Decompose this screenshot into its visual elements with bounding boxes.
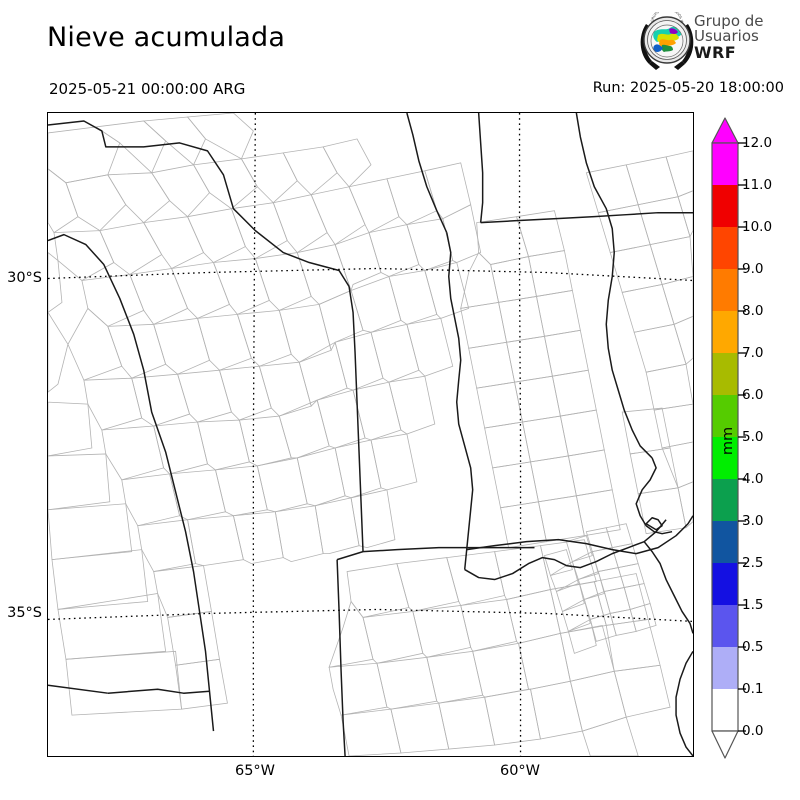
colorbar-under-arrow: [711, 730, 739, 759]
logo-line-3: WRF: [694, 43, 737, 62]
logo-line-2: Usuarios: [694, 27, 759, 45]
colorbar-tick-label: 6.0: [742, 387, 764, 403]
colorbar-tick-label: 10.0: [742, 219, 773, 235]
colorbar-unit-text: mm: [720, 426, 736, 456]
wrf-user-group-logo: GRUPO DE USUARIOS WRF Grupo de Usuarios …: [636, 12, 796, 74]
colorbar-tick-label: 0.1: [742, 681, 764, 697]
map-plot-area[interactable]: [47, 112, 694, 757]
colorbar-tick-label: 4.0: [742, 471, 764, 487]
colorbar-tick-label: 5.0: [742, 429, 764, 445]
lat-tick-label-35s: 35°S: [7, 605, 42, 621]
colorbar-over-arrow: [711, 117, 739, 144]
colorbar-unit-label: mm: [720, 400, 790, 470]
logo-text: Grupo de Usuarios WRF: [694, 14, 764, 61]
colorbar-tick-label: 0.5: [742, 639, 764, 655]
colorbar-tick-label: 9.0: [742, 261, 764, 277]
run-time-label: Run: 2025-05-20 18:00:00: [592, 80, 784, 96]
colorbar-tick-label: 1.5: [742, 597, 764, 613]
colorbar-tick-label: 12.0: [742, 135, 773, 151]
colorbar-tick-label: 8.0: [742, 303, 764, 319]
globe-seal-icon: GRUPO DE USUARIOS WRF: [636, 12, 694, 70]
page-title: Nieve acumulada: [47, 22, 286, 53]
lat-tick-label-30s: 30°S: [7, 270, 42, 286]
lon-tick-label-60w: 60°W: [499, 763, 541, 779]
map-geography: [48, 113, 693, 756]
colorbar[interactable]: [700, 110, 800, 770]
lon-tick-label-65w: 65°W: [234, 763, 276, 779]
colorbar-tick-label: 2.5: [742, 555, 764, 571]
colorbar-tick-label: 11.0: [742, 177, 773, 193]
valid-time-label: 2025-05-21 00:00:00 ARG: [49, 80, 246, 98]
colorbar-swatches: [711, 117, 746, 759]
colorbar-tick-label: 0.0: [742, 723, 764, 739]
colorbar-tick-label: 7.0: [742, 345, 764, 361]
logo-line-1: Grupo de: [694, 12, 764, 30]
colorbar-tick-label: 3.0: [742, 513, 764, 529]
